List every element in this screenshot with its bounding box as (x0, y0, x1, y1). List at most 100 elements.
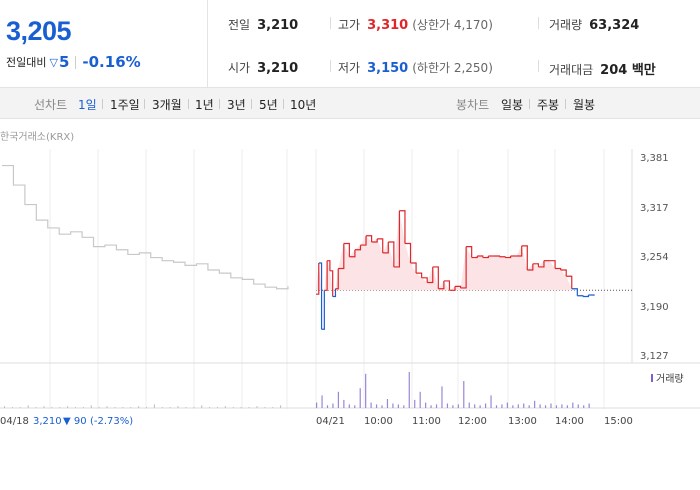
divider (529, 99, 530, 109)
candle-chart-label: 봉차트 (456, 98, 490, 112)
divider (330, 17, 331, 29)
volume-bar (534, 400, 536, 408)
summary-close: 3,210 (33, 416, 62, 427)
volume-bar (337, 391, 340, 408)
price-chart: 한국거래소(KRX) 3,381 3,317 3,254 3,190 3,127 04/… (0, 119, 700, 490)
tab-5year[interactable]: 5년 (259, 98, 278, 112)
volume-bar (446, 403, 449, 408)
tab-10year[interactable]: 10년 (290, 98, 317, 112)
today-line-segment (393, 210, 400, 268)
volume-bars (4, 372, 590, 408)
price-box: 3,205 전일대비 ▽ 5 -0.16% (0, 0, 208, 88)
today-line-segment (449, 286, 456, 291)
volume-bar (217, 407, 218, 408)
today-line-segment (549, 260, 556, 269)
volume-bar (35, 407, 37, 408)
volume-bar (209, 407, 211, 408)
today-line-segment (566, 275, 573, 289)
tab-1week[interactable]: 1주일 (110, 98, 140, 112)
divider (188, 99, 189, 109)
divider (75, 55, 77, 69)
divider (538, 60, 539, 72)
volume-bar (146, 407, 147, 408)
down-triangle-icon: ▽ (49, 55, 58, 69)
volume-bar (185, 407, 187, 408)
volume-bar (523, 403, 525, 408)
volume-bar (501, 404, 503, 408)
stat-label: 전일 (228, 18, 251, 32)
volume-bar (561, 404, 563, 408)
volume-bar (19, 407, 21, 408)
volume-bar (264, 407, 266, 408)
tab-3month[interactable]: 3개월 (152, 98, 182, 112)
volume-bar (517, 404, 519, 408)
today-line-segment (343, 242, 350, 257)
volume-bar (316, 402, 318, 408)
volume-bar (67, 406, 69, 408)
volume-bar (4, 406, 5, 408)
x-tick-label: 04/21 (316, 416, 345, 427)
divider (538, 17, 539, 29)
stat-value: 63,324 (589, 18, 640, 33)
today-line-segment (416, 272, 423, 278)
stat-value: 204 백만 (600, 63, 656, 78)
tab-weekly[interactable]: 주봉 (537, 98, 560, 112)
tab-1year[interactable]: 1년 (195, 98, 214, 112)
volume-bar (169, 407, 171, 408)
today-line-segment (460, 246, 467, 289)
summary-date: 04/18 (0, 416, 29, 427)
volume-bar (98, 407, 100, 408)
today-line-segment (399, 210, 406, 244)
today-line-segment (354, 245, 362, 251)
today-line-segment (316, 263, 320, 295)
today-line-segment (321, 290, 325, 330)
volume-bar (430, 405, 432, 408)
upper-limit: (상한가 4,170) (412, 18, 493, 32)
today-line-segment (443, 280, 451, 291)
today-line-segment (404, 242, 412, 264)
volume-bar (468, 402, 470, 408)
today-line-segment (421, 277, 428, 283)
volume-bar (348, 404, 350, 408)
tab-monthly[interactable]: 월봉 (573, 98, 596, 112)
tab-1day[interactable]: 1일 (78, 98, 97, 112)
volume-bar (106, 406, 108, 408)
stat-low: 저가 3,150 (하한가 2,250) (338, 59, 493, 76)
volume-bar (153, 404, 155, 408)
today-line-segment (329, 270, 334, 297)
change-percent: -0.16% (82, 53, 141, 71)
y-axis-labels: 3,381 3,317 3,254 3,190 3,127 (640, 153, 669, 362)
source-label: 한국거래소(KRX) (0, 131, 74, 143)
volume-bar (392, 403, 394, 408)
volume-bar (193, 407, 195, 408)
stat-label: 고가 (338, 18, 361, 32)
volume-bar (441, 386, 443, 408)
today-line-segment (371, 238, 378, 243)
stat-volume: 거래량 63,324 (549, 16, 639, 33)
x-axis-labels: 04/21 10:00 11:00 12:00 13:00 14:00 15:00 (316, 416, 633, 427)
divider (219, 99, 220, 109)
volume-bar (51, 407, 53, 408)
volume-bar (419, 391, 421, 408)
volume-bar (555, 405, 558, 408)
tab-daily[interactable]: 일봉 (501, 98, 524, 112)
y-tick-label: 3,254 (640, 252, 669, 263)
today-line-segment (571, 288, 578, 296)
volume-bar (224, 406, 226, 408)
volume-bar (506, 402, 508, 408)
volume-bar (425, 402, 427, 408)
prev-day-summary: 04/18 3,210 ▼ 90 (-2.73%) (0, 416, 133, 427)
change-value: 5 (58, 53, 70, 71)
volume-bar (59, 407, 61, 408)
volume-bar (122, 407, 124, 408)
volume-bar (414, 399, 416, 408)
divider (283, 99, 284, 109)
volume-bar (403, 405, 405, 408)
today-line-segment (324, 260, 328, 291)
volume-bar (321, 395, 323, 408)
volume-bar (354, 405, 356, 408)
tab-3year[interactable]: 3년 (227, 98, 246, 112)
divider (144, 99, 145, 109)
volume-bar (161, 407, 163, 408)
volume-bar (539, 404, 541, 408)
